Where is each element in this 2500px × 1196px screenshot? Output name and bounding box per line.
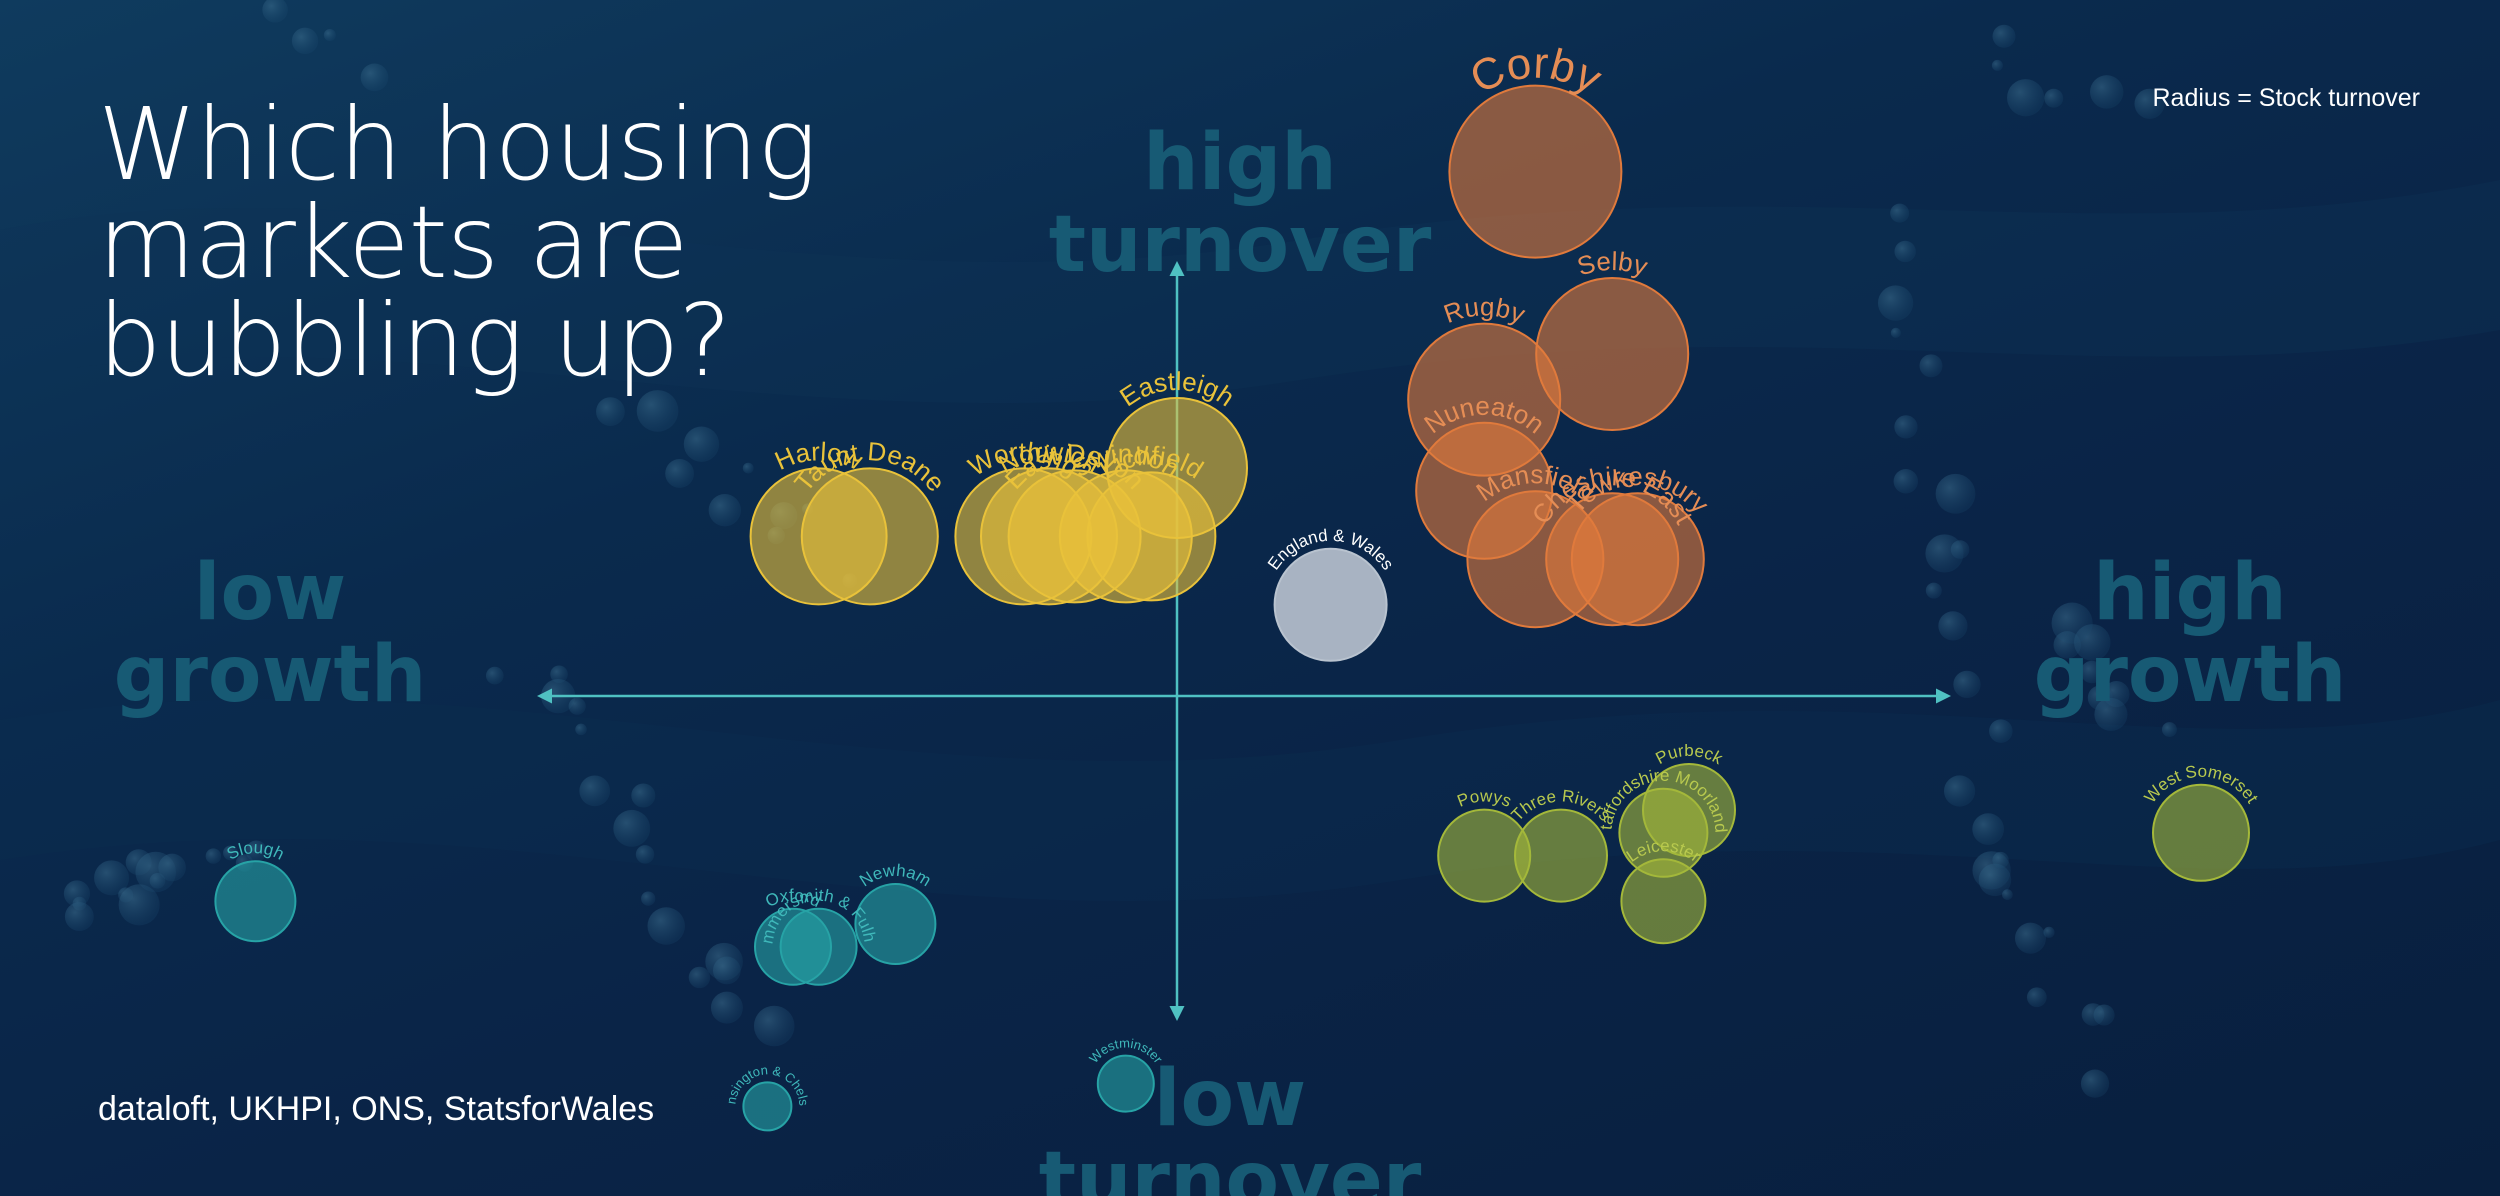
- bubble-tewkesbury: [1570, 492, 1705, 627]
- background-bubble: [596, 397, 625, 426]
- background-bubble: [2014, 922, 2047, 954]
- background-bubble: [1890, 327, 1901, 338]
- background-bubble: [245, 840, 267, 862]
- background-bubble: [360, 63, 389, 92]
- background-bubble: [1877, 285, 1914, 321]
- background-bubble: [1953, 670, 1981, 699]
- background-bubble: [579, 775, 611, 807]
- background-bubble: [118, 884, 160, 926]
- background-bubble: [2161, 722, 2177, 737]
- background-bubble: [1938, 611, 1968, 641]
- background-bubble: [1894, 240, 1916, 263]
- background-bubble: [636, 390, 679, 432]
- background-bubble: [1925, 534, 1964, 573]
- background-bubble: [2093, 1004, 2115, 1026]
- background-bubble: [665, 459, 694, 488]
- background-bubble: [1989, 719, 2013, 743]
- background-bubble: [710, 991, 743, 1024]
- background-bubble: [1890, 203, 1910, 223]
- background-bubble: [550, 665, 568, 684]
- background-bubble: [64, 902, 94, 932]
- bubble-slough: [214, 860, 297, 943]
- background-bubble: [1935, 473, 1976, 514]
- background-bubble: [2080, 1069, 2110, 1098]
- background-bubble: [205, 848, 222, 864]
- background-bubble: [2089, 75, 2124, 109]
- quadrant-label-left: low growth: [113, 548, 427, 720]
- quadrant-label-right: high growth: [2033, 548, 2347, 720]
- background-bubble: [2043, 926, 2055, 938]
- background-bubble: [1925, 582, 1942, 599]
- background-bubble: [1919, 354, 1943, 378]
- background-bubble: [2087, 685, 2113, 711]
- bubble-westminster: [1096, 1054, 1155, 1113]
- quadrant-label-bottom: low turnover: [1038, 1054, 1422, 1196]
- background-waves: [0, 180, 2500, 902]
- background-bubble: [291, 27, 319, 54]
- source-credit: dataloft, UKHPI, ONS, StatsforWales: [98, 1090, 655, 1128]
- background-bubble: [1992, 851, 2009, 869]
- bubble-lichfield: [1086, 471, 1217, 602]
- radius-legend-note: Radius = Stock turnover: [2152, 84, 2421, 112]
- bubble-three-rivers: [1514, 808, 1608, 903]
- background-bubble: [2044, 88, 2064, 108]
- data-bubbles: [214, 84, 2250, 1132]
- background-bubble: [1978, 863, 2012, 897]
- background-bubble: [2007, 79, 2045, 117]
- page-title: Which housing markets are bubbling up?: [98, 86, 817, 399]
- background-bubble: [2002, 889, 2013, 900]
- background-bubble: [158, 853, 186, 882]
- background-bubble: [2026, 987, 2047, 1008]
- background-bubble: [1992, 24, 2016, 48]
- background-bubble: [1972, 813, 2005, 845]
- background-bubble: [688, 966, 711, 989]
- background-bubble: [575, 723, 587, 736]
- background-bubble: [631, 783, 656, 808]
- background-bubble: [63, 880, 91, 907]
- background-bubble: [635, 845, 655, 864]
- bubble-label-selby: Selby: [1574, 246, 1652, 282]
- background-bubble: [485, 666, 504, 685]
- background-bubble: [262, 0, 288, 23]
- bubble-newham: [854, 883, 937, 965]
- background-bubble: [712, 956, 741, 985]
- background-bubble: [613, 809, 651, 847]
- quadrant-label-top: high turnover: [1048, 118, 1432, 290]
- background-bubble: [708, 494, 741, 527]
- background-bubble: [94, 860, 130, 896]
- background-bubble: [753, 1005, 795, 1047]
- background-bubble: [2134, 88, 2165, 119]
- background-bubble: [323, 29, 336, 41]
- background-bubble: [2080, 660, 2104, 684]
- bubble-corby: [1448, 84, 1623, 259]
- background-bubble: [568, 697, 586, 715]
- background-bubble: [742, 462, 754, 474]
- background-bubble: [223, 845, 238, 861]
- background-bubble: [1943, 775, 1976, 807]
- bubble-oxford: [754, 907, 832, 986]
- background-bubble: [683, 426, 720, 462]
- bubble-leicester: [1620, 858, 1707, 945]
- background-bubble: [1894, 415, 1918, 439]
- bubble-kensington-and-chelsea: [742, 1081, 793, 1132]
- background-bubble: [647, 907, 685, 945]
- background-bubble: [2051, 602, 2093, 644]
- bubble-england-and-wales: [1273, 547, 1388, 662]
- background-bubble: [1893, 469, 1919, 494]
- bubble-taunt-deane: [800, 467, 939, 606]
- bubble-west-somerset: [2152, 783, 2250, 882]
- background-bubble: [1991, 59, 2003, 71]
- background-bubble: [641, 891, 656, 906]
